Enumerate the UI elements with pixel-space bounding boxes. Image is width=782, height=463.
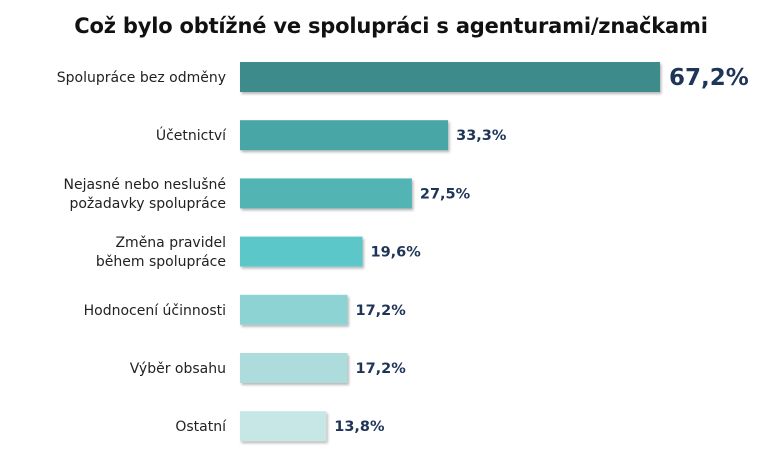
bar-2 bbox=[240, 120, 449, 151]
category-label-6: Výběr obsahu bbox=[130, 361, 226, 377]
bar-5 bbox=[240, 294, 348, 325]
chart-title: Což bylo obtížné ve spolupráci s agentur… bbox=[74, 14, 708, 38]
category-label-1: Spolupráce bez odměny bbox=[57, 70, 226, 86]
bar-6 bbox=[240, 353, 348, 383]
category-label-7: Ostatní bbox=[175, 419, 227, 435]
value-label-7: 13,8% bbox=[334, 419, 385, 435]
bar-4 bbox=[240, 236, 363, 267]
value-label-1: 67,2% bbox=[669, 65, 749, 91]
value-label-5: 17,2% bbox=[356, 303, 407, 319]
value-label-4: 19,6% bbox=[371, 245, 422, 261]
bar-1 bbox=[240, 62, 660, 92]
category-label-2: Účetnictví bbox=[156, 126, 227, 144]
value-label-3: 27,5% bbox=[420, 186, 471, 202]
category-label-4-line-1: Změna pravidel bbox=[115, 235, 226, 251]
value-label-6: 17,2% bbox=[356, 361, 407, 377]
category-label-4-line-2: během spolupráce bbox=[96, 254, 226, 270]
category-label-3-line-1: Nejasné nebo neslušné bbox=[64, 177, 227, 193]
category-label-3-line-2: požadavky spolupráce bbox=[69, 196, 226, 212]
bar-7 bbox=[240, 411, 327, 442]
bar-3 bbox=[240, 178, 412, 209]
category-label-5: Hodnocení účinnosti bbox=[84, 303, 226, 319]
value-label-2: 33,3% bbox=[456, 128, 507, 144]
